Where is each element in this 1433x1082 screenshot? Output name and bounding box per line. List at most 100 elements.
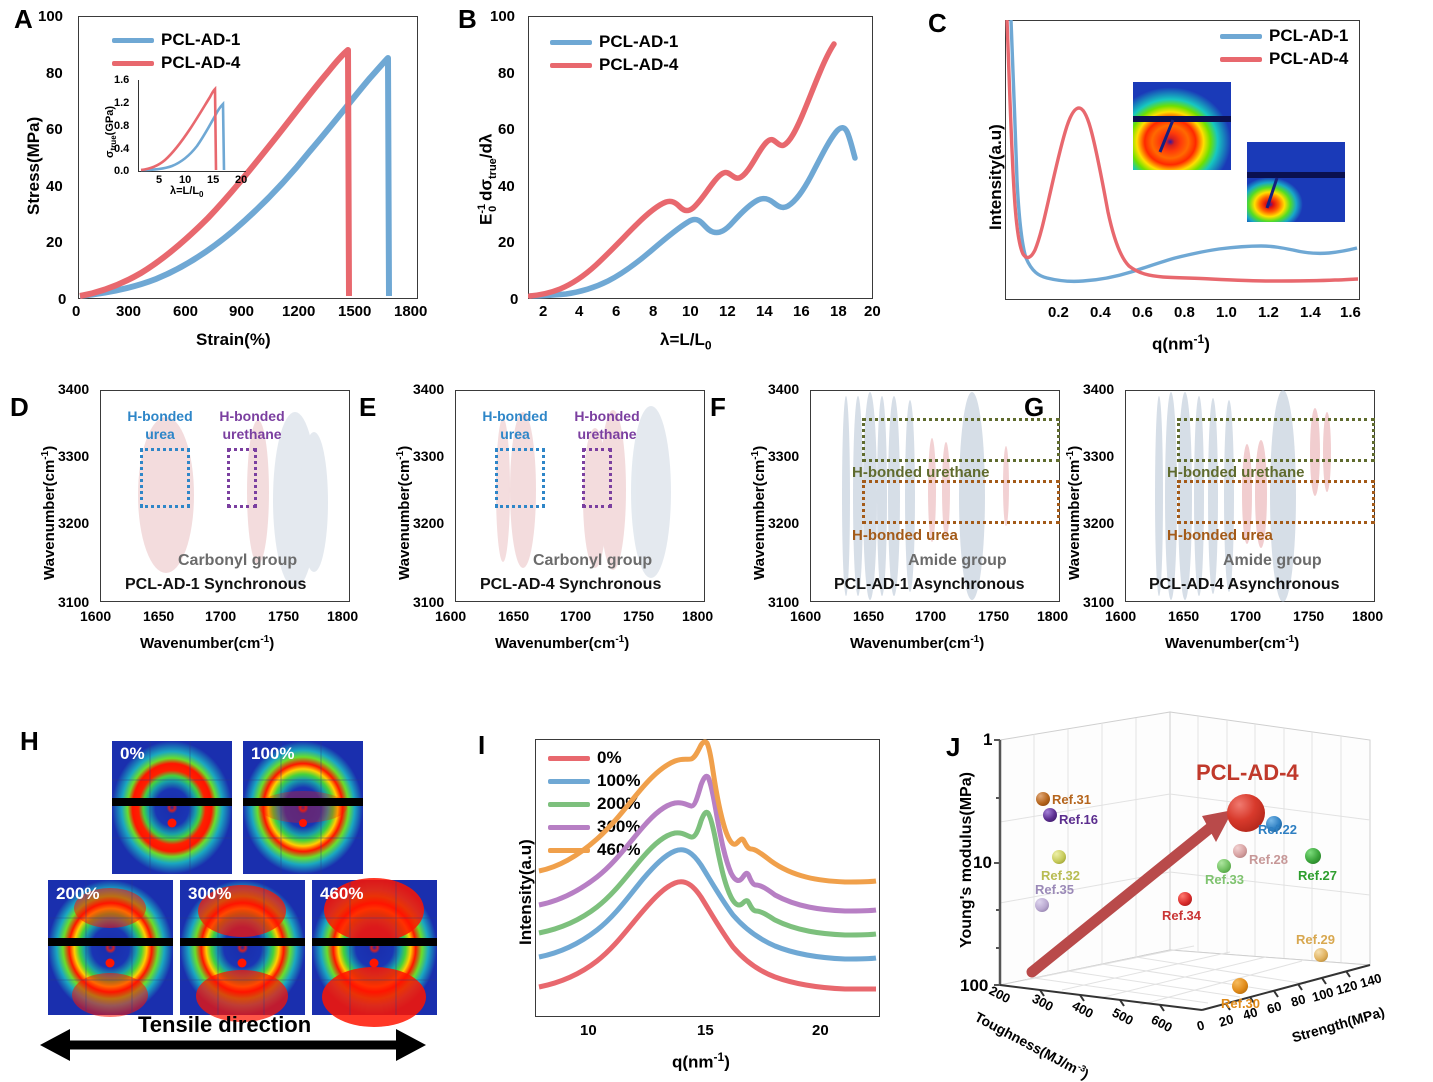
panel-a-ytick-100: 100 bbox=[38, 8, 64, 25]
panel-c-legend-label-1: PCL-AD-1 bbox=[1269, 26, 1349, 45]
panel-c-xtick-08: 0.8 bbox=[1174, 304, 1195, 321]
panel-a-inset-xtick-10: 10 bbox=[179, 174, 192, 186]
panel-a-inset-xtick-15: 15 bbox=[207, 174, 220, 186]
panel-d-label: D bbox=[10, 392, 29, 422]
panel-h-pattern-100 bbox=[243, 741, 363, 874]
panel-a-inset: 1.6 1.2 0.8 0.4 0.0 5 10 15 20 λ=L/L0 σt… bbox=[98, 74, 250, 200]
panel-d-xtick-1700: 1700 bbox=[205, 608, 237, 624]
panel-j-point-ref34 bbox=[1178, 892, 1192, 906]
panel-f-ytick-3400: 3400 bbox=[768, 381, 800, 397]
panel-f-contours bbox=[842, 392, 1009, 600]
panel-f: F 3400 3300 3200 3100 1600 1650 1700 175… bbox=[710, 370, 1068, 690]
panel-i-legend-swatch-5 bbox=[548, 847, 590, 853]
panel-b-label: B bbox=[458, 4, 477, 34]
panel-d-urethane-label: H-bonded urethane bbox=[219, 408, 285, 442]
panel-e: E 3400 3300 3200 3100 1600 1650 1700 175… bbox=[355, 370, 713, 690]
panel-a-xtick-900: 900 bbox=[229, 303, 255, 320]
panel-g-group-label: Amide group bbox=[1223, 552, 1322, 569]
panel-b-xtick-4: 4 bbox=[575, 303, 584, 320]
panel-i: I Intensity(a.u) 10 15 20 q(nm-1) 0% 100… bbox=[450, 700, 950, 1082]
panel-e-xtick-1600: 1600 bbox=[435, 608, 467, 624]
panel-e-urethane-label: H-bonded urethane bbox=[574, 408, 640, 442]
panel-f-caption: PCL-AD-1 Asynchronous bbox=[834, 576, 1025, 593]
panel-a-ytick-20: 20 bbox=[46, 234, 63, 251]
panel-j-point-ref28 bbox=[1233, 844, 1247, 858]
panel-j-point-ref30 bbox=[1232, 978, 1248, 994]
panel-f-ytick-3100: 3100 bbox=[768, 594, 800, 610]
panel-e-yaxis-title: Wavenumber(cm-1) bbox=[395, 445, 413, 580]
panel-a-legend-item-1: PCL-AD-1 bbox=[112, 30, 240, 50]
panel-c-legend-label-2: PCL-AD-4 bbox=[1269, 49, 1349, 68]
panel-h-pattern-460 bbox=[312, 878, 437, 1027]
panel-g-caption: PCL-AD-4 Asynchronous bbox=[1149, 576, 1340, 593]
panel-b-xtick-8: 8 bbox=[649, 303, 658, 320]
panel-a-xtick-0: 0 bbox=[72, 303, 81, 320]
panel-b-xaxis-title: λ=L/L0 bbox=[660, 330, 712, 353]
panel-a-legend-label-2: PCL-AD-4 bbox=[161, 53, 241, 72]
panel-b-xtick-10: 10 bbox=[682, 303, 699, 320]
panel-a-xtick-600: 600 bbox=[173, 303, 199, 320]
panel-a-inset-ytick-12: 1.2 bbox=[114, 97, 130, 109]
panel-a-inset-yaxis-title: σtrue(GPa) bbox=[104, 106, 119, 158]
panel-c-xtick-10: 1.0 bbox=[1216, 304, 1237, 321]
panel-i-xaxis-title: q(nm-1) bbox=[672, 1050, 730, 1072]
panel-f-xtick-1700: 1700 bbox=[915, 608, 947, 624]
panel-a-inset-xaxis-title: λ=L/L0 bbox=[170, 185, 204, 200]
panel-j-label-ref28: Ref.28 bbox=[1249, 852, 1289, 867]
panel-e-urethane-box bbox=[582, 448, 612, 508]
panel-j-label-ref16: Ref.16 bbox=[1059, 812, 1099, 827]
panel-e-xtick-1700: 1700 bbox=[560, 608, 592, 624]
panel-d: D 3400 3300 3200 3100 1600 1650 1700 175… bbox=[0, 370, 358, 690]
panel-j-highlight-sphere bbox=[1227, 794, 1265, 832]
panel-c-saxs-inset-1 bbox=[1133, 82, 1231, 170]
panel-i-xtick-15: 15 bbox=[697, 1022, 714, 1039]
panel-b-ytick-20: 20 bbox=[498, 234, 515, 251]
panel-f-xtick-1750: 1750 bbox=[978, 608, 1010, 624]
panel-d-ytick-3100: 3100 bbox=[58, 594, 90, 610]
panel-d-ytick-3200: 3200 bbox=[58, 515, 90, 531]
panel-j-label-ref31: Ref.31 bbox=[1052, 792, 1092, 807]
panel-e-contours bbox=[496, 406, 671, 578]
panel-f-xtick-1650: 1650 bbox=[853, 608, 885, 624]
panel-h-strain-label-0: 0% bbox=[120, 744, 145, 763]
panel-j-point-ref32 bbox=[1052, 850, 1066, 864]
panel-j-point-ref31 bbox=[1036, 792, 1050, 806]
panel-j-point-ref22 bbox=[1266, 816, 1282, 832]
panel-b-legend-label-1: PCL-AD-1 bbox=[599, 32, 679, 51]
panel-g-urethane-label: H-bonded urethane bbox=[1167, 464, 1305, 481]
panel-a-ytick-80: 80 bbox=[46, 65, 63, 82]
panel-e-ytick-3100: 3100 bbox=[413, 594, 445, 610]
panel-a-curves bbox=[79, 47, 392, 299]
panel-j-trend-arrow bbox=[1026, 810, 1233, 978]
panel-b-xtick-2: 2 bbox=[539, 303, 548, 320]
panel-b-ytick-80: 80 bbox=[498, 65, 515, 82]
panel-f-xaxis-title: Wavenumber(cm-1) bbox=[850, 634, 985, 652]
panel-j-label-ref22: Ref.22 bbox=[1258, 822, 1298, 837]
panel-a-inset-xtick-20: 20 bbox=[235, 174, 248, 186]
panel-f-xtick-1600: 1600 bbox=[790, 608, 822, 624]
panel-b-legend-swatch-2 bbox=[550, 62, 592, 68]
panel-a-inset-ytick-08: 0.8 bbox=[114, 120, 130, 132]
panel-e-group-label: Carbonyl group bbox=[533, 552, 653, 569]
panel-i-legend-item-1: 0% bbox=[548, 748, 622, 768]
panel-h-waxs-patterns bbox=[40, 741, 437, 1061]
panel-j-point-ref29 bbox=[1314, 948, 1328, 962]
panel-c-legend-swatch-2 bbox=[1220, 56, 1262, 62]
panel-b-ytick-40: 40 bbox=[498, 178, 515, 195]
panel-b-xtick-6: 6 bbox=[612, 303, 621, 320]
panel-c-xtick-12: 1.2 bbox=[1258, 304, 1279, 321]
panel-c-xtick-02: 0.2 bbox=[1048, 304, 1069, 321]
panel-c-xaxis-title: q(nm-1) bbox=[1152, 332, 1210, 354]
panel-i-legend-label-1: 0% bbox=[597, 748, 622, 767]
panel-i-legend-label-2: 100% bbox=[597, 771, 641, 790]
panel-a-xtick-1500: 1500 bbox=[338, 303, 372, 320]
panel-c-label: C bbox=[928, 8, 947, 38]
panel-a-ytick-60: 60 bbox=[46, 121, 63, 138]
panel-b-xtick-12: 12 bbox=[719, 303, 736, 320]
panel-i-legend-item-3: 200% bbox=[548, 794, 640, 814]
panel-a-legend-swatch-1 bbox=[112, 37, 154, 43]
panel-a-xaxis-title: Strain(%) bbox=[196, 330, 271, 349]
panel-b-ytick-60: 60 bbox=[498, 121, 515, 138]
panel-c-legend-swatch-1 bbox=[1220, 33, 1262, 39]
panel-a-xtick-1200: 1200 bbox=[282, 303, 316, 320]
